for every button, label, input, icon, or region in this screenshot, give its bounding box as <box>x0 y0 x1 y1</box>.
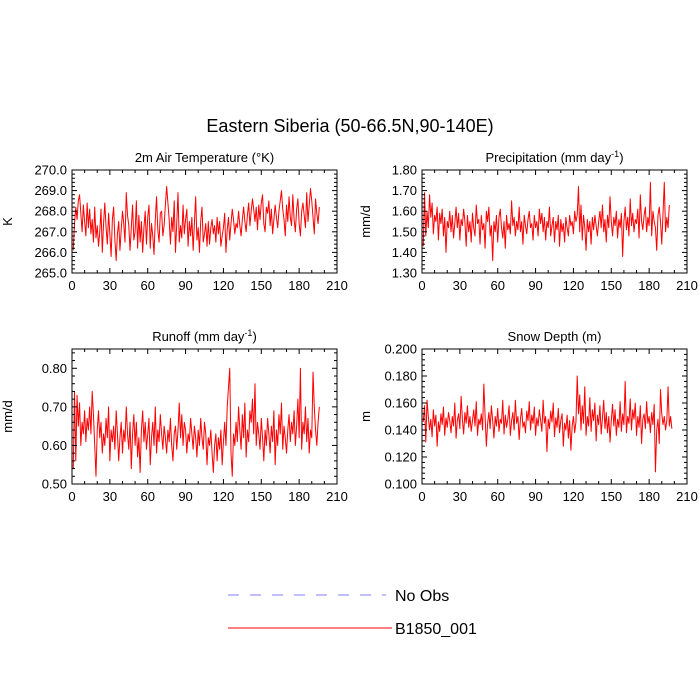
x-tick-label-runoff: 30 <box>103 489 117 504</box>
x-tick-label-air-temperature: 120 <box>213 278 235 293</box>
panel-title-runoff: Runoff (mm day-1) <box>152 328 257 344</box>
y-tick-label-precipitation: 1.70 <box>392 183 417 198</box>
legend-item-no-obs: No Obs <box>228 588 449 605</box>
y-axis-label-runoff: mm/d <box>0 400 15 433</box>
x-tick-label-snow-depth: 210 <box>676 489 698 504</box>
x-tick-label-runoff: 210 <box>326 489 348 504</box>
y-tick-label-runoff: 0.70 <box>42 399 67 414</box>
y-tick-label-snow-depth: 0.140 <box>384 423 417 438</box>
legend-label-no-obs: No Obs <box>395 588 449 605</box>
legend: No Obs B1850_001 <box>228 588 477 638</box>
plot-frame-precipitation <box>421 169 688 274</box>
legend-item-b1850-001: B1850_001 <box>228 621 477 638</box>
x-tick-label-snow-depth: 30 <box>453 489 467 504</box>
series-line-precipitation <box>422 181 670 262</box>
y-tick-label-runoff: 0.50 <box>42 477 67 492</box>
panel-snow-depth: 0 30 60 90 120 150 180 210 0.100 0.120 0.140 0.160 0… <box>358 329 698 504</box>
y-tick-label-air-temperature: 267.0 <box>34 224 67 239</box>
x-tick-label-snow-depth: 150 <box>600 489 622 504</box>
x-tick-label-runoff: 0 <box>68 489 75 504</box>
x-tick-label-precipitation: 150 <box>600 278 622 293</box>
x-tick-label-precipitation: 90 <box>528 278 542 293</box>
y-tick-label-snow-depth: 0.100 <box>384 477 417 492</box>
x-tick-label-air-temperature: 150 <box>250 278 272 293</box>
y-tick-label-precipitation: 1.30 <box>392 266 417 281</box>
x-tick-label-runoff: 120 <box>213 489 235 504</box>
x-tick-label-precipitation: 210 <box>676 278 698 293</box>
x-tick-label-precipitation: 30 <box>453 278 467 293</box>
panel-title-air-temperature: 2m Air Temperature (°K) <box>135 150 274 165</box>
y-axis-label-precipitation: mm/d <box>358 205 373 238</box>
y-tick-label-runoff: 0.80 <box>42 361 67 376</box>
series-line-snow-depth <box>422 375 673 473</box>
x-tick-label-air-temperature: 180 <box>288 278 310 293</box>
plot-frame-air-temperature <box>71 169 338 274</box>
y-tick-label-runoff: 0.60 <box>42 438 67 453</box>
panel-title-snow-depth: Snow Depth (m) <box>508 329 602 344</box>
y-axis-label-air-temperature: K <box>0 217 15 226</box>
x-tick-label-air-temperature: 210 <box>326 278 348 293</box>
x-tick-label-air-temperature: 60 <box>140 278 154 293</box>
x-tick-label-runoff: 90 <box>178 489 192 504</box>
panel-air-temperature: 0 30 60 90 120 150 180 210 265.0 266.0 267.0 268.0 2… <box>0 150 348 293</box>
x-tick-label-snow-depth: 90 <box>528 489 542 504</box>
y-tick-label-air-temperature: 266.0 <box>34 245 67 260</box>
y-tick-label-precipitation: 1.80 <box>392 163 417 178</box>
x-tick-label-snow-depth: 60 <box>490 489 504 504</box>
x-tick-label-runoff: 150 <box>250 489 272 504</box>
y-tick-label-precipitation: 1.40 <box>392 245 417 260</box>
y-tick-label-air-temperature: 268.0 <box>34 204 67 219</box>
chart-panels: 0 30 60 90 120 150 180 210 265.0 266.0 267.0 268.0 2… <box>0 149 698 504</box>
x-tick-label-air-temperature: 90 <box>178 278 192 293</box>
x-tick-label-runoff: 60 <box>140 489 154 504</box>
plot-frame-runoff <box>71 348 338 485</box>
y-tick-label-snow-depth: 0.180 <box>384 369 417 384</box>
x-tick-label-snow-depth: 120 <box>563 489 585 504</box>
legend-label-b1850-001: B1850_001 <box>395 621 477 638</box>
y-tick-label-snow-depth: 0.120 <box>384 450 417 465</box>
x-tick-label-precipitation: 120 <box>563 278 585 293</box>
y-tick-label-precipitation: 1.50 <box>392 224 417 239</box>
x-tick-label-snow-depth: 0 <box>418 489 425 504</box>
x-tick-label-precipitation: 0 <box>418 278 425 293</box>
panel-precipitation: 0 30 60 90 120 150 180 210 1.30 1.40 1.50 1.60 1.70 1… <box>358 149 698 293</box>
x-tick-label-precipitation: 180 <box>638 278 660 293</box>
series-line-runoff <box>72 367 320 477</box>
y-tick-label-snow-depth: 0.160 <box>384 396 417 411</box>
x-tick-label-precipitation: 60 <box>490 278 504 293</box>
series-line-air-temperature <box>72 185 320 262</box>
y-tick-label-snow-depth: 0.200 <box>384 342 417 357</box>
figure-title: Eastern Siberia (50-66.5N,90-140E) <box>206 116 493 136</box>
x-tick-label-air-temperature: 0 <box>68 278 75 293</box>
x-tick-label-air-temperature: 30 <box>103 278 117 293</box>
x-tick-label-snow-depth: 180 <box>638 489 660 504</box>
x-tick-label-runoff: 180 <box>288 489 310 504</box>
panel-title-precipitation: Precipitation (mm day-1) <box>485 149 623 165</box>
y-tick-label-air-temperature: 270.0 <box>34 163 67 178</box>
plot-frame-snow-depth <box>421 348 688 485</box>
y-tick-label-air-temperature: 269.0 <box>34 183 67 198</box>
y-tick-label-precipitation: 1.60 <box>392 204 417 219</box>
y-tick-label-air-temperature: 265.0 <box>34 266 67 281</box>
y-axis-label-snow-depth: m <box>358 411 373 422</box>
panel-runoff: 0 30 60 90 120 150 180 210 0.50 0.60 0.70 0.80 mm/d R… <box>0 328 348 504</box>
